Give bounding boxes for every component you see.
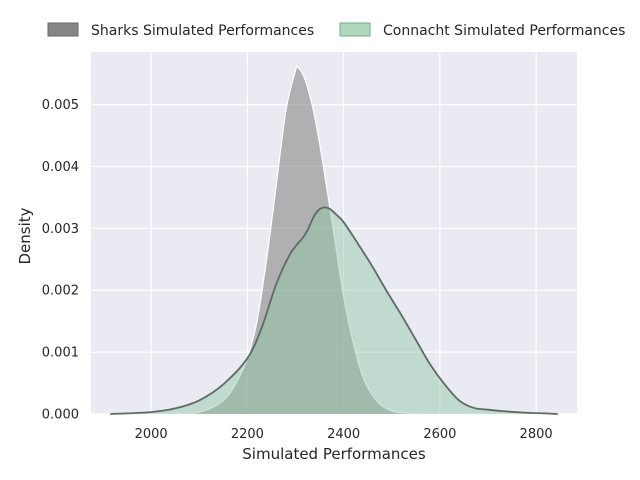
y-tick-label: 0.000 (42, 408, 79, 423)
legend-swatch (339, 22, 371, 37)
y-tick-label: 0.002 (42, 284, 79, 299)
y-axis-ticks: 0.000 0.001 0.002 0.003 0.004 0.005 (42, 98, 79, 422)
legend-item: Connacht Simulated Performances (339, 22, 625, 39)
legend-label: Connacht Simulated Performances (383, 23, 625, 39)
legend-label: Sharks Simulated Performances (91, 23, 314, 39)
series-layer (110, 65, 558, 415)
series-connacht (110, 206, 558, 415)
y-tick-label: 0.004 (42, 160, 79, 175)
x-tick-label: 2200 (231, 427, 264, 442)
y-tick-label: 0.001 (42, 346, 79, 361)
x-tick-label: 2000 (135, 427, 168, 442)
x-tick-label: 2800 (520, 427, 553, 442)
y-tick-label: 0.005 (42, 98, 79, 113)
y-tick-label: 0.003 (42, 222, 79, 237)
density-line (110, 206, 558, 415)
x-tick-label: 2400 (327, 427, 360, 442)
y-axis-label: Density (16, 207, 34, 264)
x-tick-label: 2600 (423, 427, 456, 442)
density-area (110, 207, 558, 414)
density-area (192, 65, 440, 415)
series-sharks (191, 65, 440, 415)
x-axis-ticks: 2000 2200 2400 2600 2800 (135, 427, 553, 442)
grid-lines (91, 52, 577, 415)
x-axis-label: Simulated Performances (242, 445, 426, 463)
density-line (191, 65, 440, 415)
legend-swatch (47, 22, 79, 37)
legend: Sharks Simulated Performances Connacht Si… (47, 22, 625, 39)
legend-item: Sharks Simulated Performances (47, 22, 314, 39)
